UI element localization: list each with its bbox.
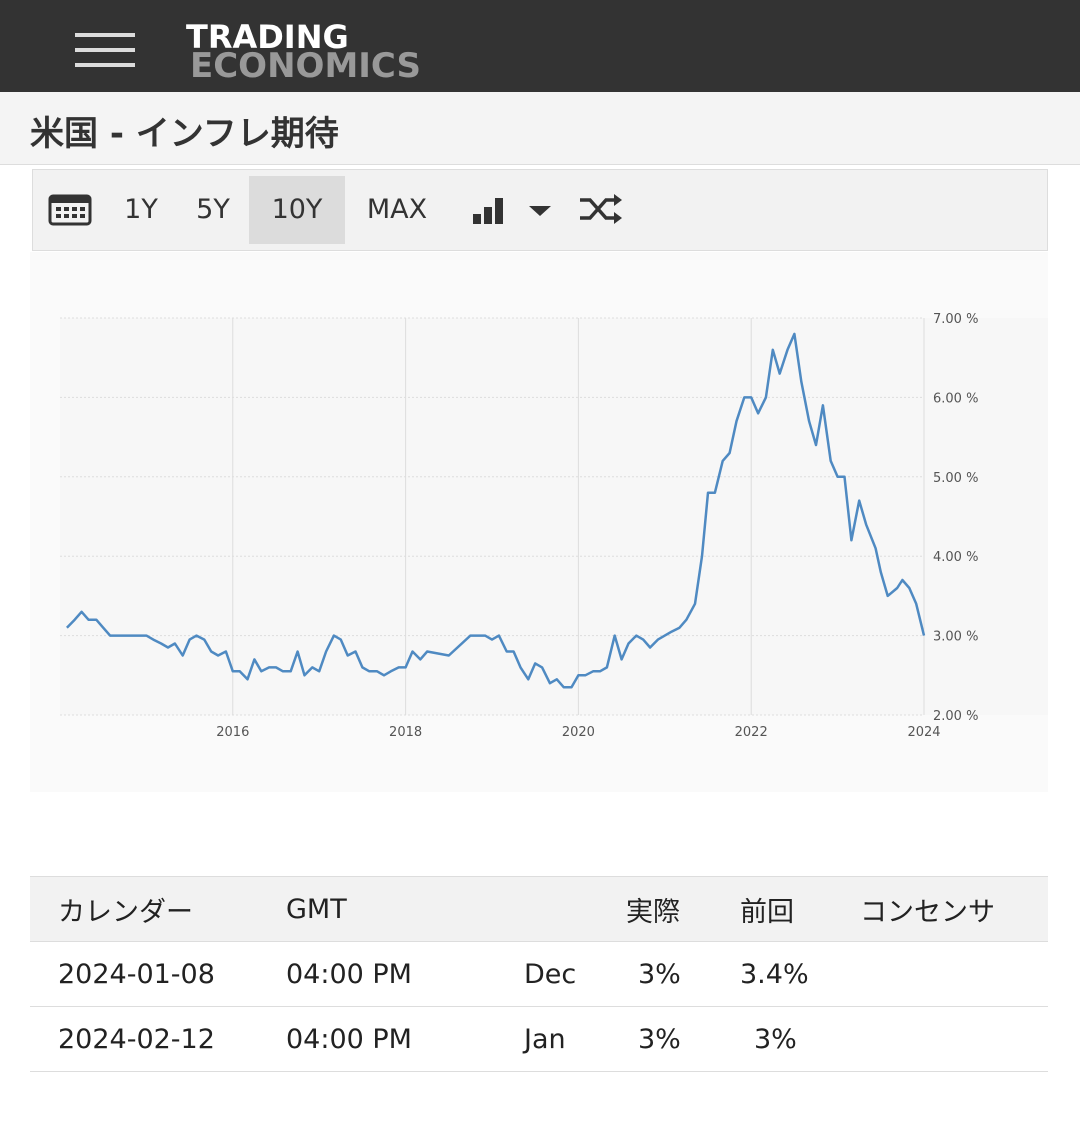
period-cell: Jan: [524, 1007, 626, 1072]
header-cell: カレンダー: [30, 877, 286, 942]
period-cell: Dec: [524, 942, 626, 1007]
y-tick-label: 5.00 %: [933, 471, 978, 486]
date-cell: 2024-01-08: [30, 942, 286, 1007]
previous-cell: 3.4%: [740, 942, 860, 1007]
chart: 2.00 % 3.00 % 4.00 % 5.00 % 6.00 % 7.00 % 2016…: [0, 0, 1080, 800]
calendar-table: カレンダー GMT 実際 前回 コンセンサ 2024-01-08 04:00 P…: [30, 876, 1048, 1136]
y-tick-label: 3.00 %: [933, 630, 978, 645]
y-tick-label: 6.00 %: [933, 391, 978, 406]
time-cell: 04:00 PM: [286, 942, 524, 1007]
table-row: [30, 1072, 1048, 1136]
header-cell: GMT: [286, 877, 524, 942]
table-row: 2024-02-12 04:00 PM Jan 3% 3%: [30, 1007, 1048, 1072]
plot-background: [60, 318, 1048, 715]
y-tick-label: 7.00 %: [933, 312, 978, 327]
x-tick-label: 2024: [907, 725, 940, 740]
header-cell: 前回: [740, 877, 860, 942]
y-tick-label: 4.00 %: [933, 550, 978, 565]
y-tick-label: 2.00 %: [933, 709, 978, 724]
x-tick-label: 2020: [562, 725, 595, 740]
time-cell: 04:00 PM: [286, 1007, 524, 1072]
table-header: カレンダー GMT 実際 前回 コンセンサ: [30, 877, 1048, 942]
actual-cell: 3%: [626, 942, 740, 1007]
header-cell: 実際: [626, 877, 740, 942]
header-cell: コンセンサ: [860, 877, 1048, 942]
x-tick-label: 2018: [389, 725, 422, 740]
actual-cell: 3%: [626, 1007, 740, 1072]
x-tick-label: 2016: [216, 725, 249, 740]
date-cell: 2024-02-12: [30, 1007, 286, 1072]
x-tick-label: 2022: [735, 725, 768, 740]
previous-cell: 3%: [740, 1007, 860, 1072]
table-row: 2024-01-08 04:00 PM Dec 3% 3.4%: [30, 942, 1048, 1007]
